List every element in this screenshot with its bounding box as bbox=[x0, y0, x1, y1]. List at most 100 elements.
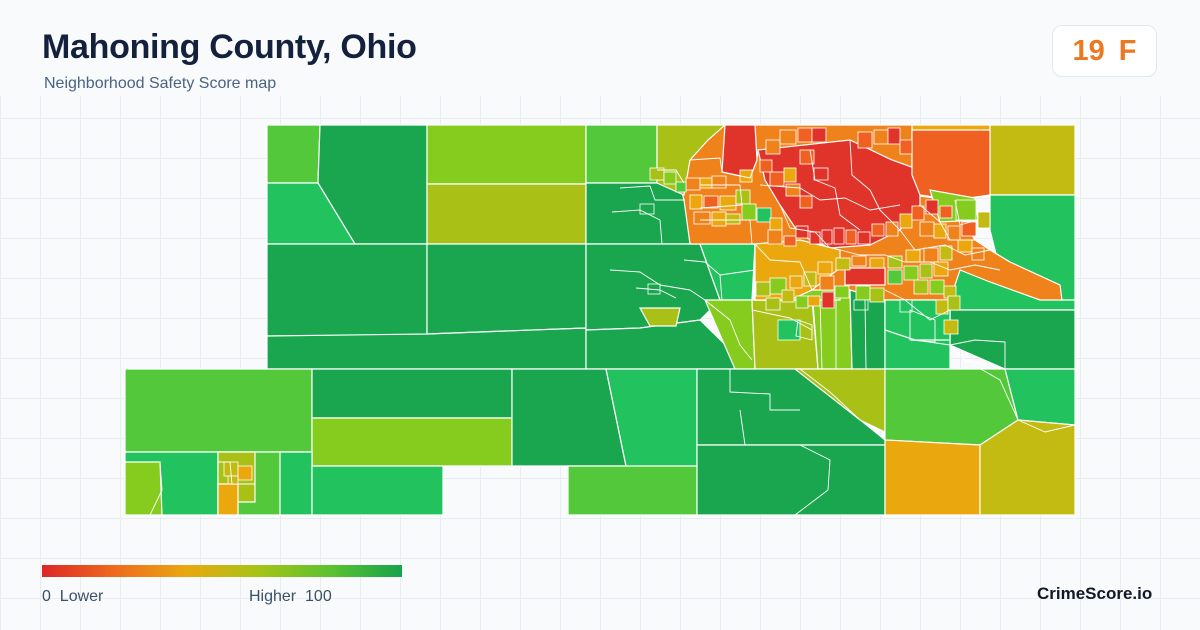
urban-tract-58[interactable] bbox=[947, 295, 961, 311]
region-se-c[interactable] bbox=[884, 439, 981, 516]
urban-tract-63[interactable] bbox=[765, 297, 781, 311]
urban-tract-31[interactable] bbox=[961, 221, 977, 237]
urban-tract-52[interactable] bbox=[919, 263, 933, 279]
urban-tract-1[interactable] bbox=[699, 177, 713, 189]
urban-tract-16[interactable] bbox=[809, 231, 821, 245]
urban-tract-69[interactable] bbox=[813, 167, 829, 181]
urban-tract-51[interactable] bbox=[903, 265, 919, 281]
urban-tract-89[interactable] bbox=[943, 319, 959, 335]
urban-tract-2[interactable] bbox=[711, 175, 727, 189]
urban-tract-33[interactable] bbox=[957, 239, 973, 253]
region-n-c[interactable] bbox=[585, 124, 658, 184]
urban-tract-77[interactable] bbox=[899, 139, 913, 155]
region-se-d[interactable] bbox=[979, 419, 1076, 516]
urban-tract-82[interactable] bbox=[799, 195, 813, 209]
region-sw-b[interactable] bbox=[124, 461, 163, 516]
urban-tract-79[interactable] bbox=[769, 171, 785, 187]
region-n-a[interactable] bbox=[426, 124, 587, 185]
urban-tract-38[interactable] bbox=[887, 255, 903, 269]
urban-tract-43[interactable] bbox=[803, 271, 817, 287]
urban-tract-91[interactable] bbox=[237, 465, 253, 481]
urban-tract-61[interactable] bbox=[755, 281, 771, 297]
urban-tract-72[interactable] bbox=[797, 127, 813, 143]
urban-tract-9[interactable] bbox=[725, 213, 741, 225]
urban-tract-27[interactable] bbox=[955, 199, 977, 221]
urban-tract-0[interactable] bbox=[685, 177, 701, 191]
urban-tract-28[interactable] bbox=[919, 221, 935, 237]
region-ne-b[interactable] bbox=[989, 124, 1076, 196]
urban-tract-50[interactable] bbox=[887, 269, 903, 285]
region-sw-e[interactable] bbox=[311, 465, 444, 516]
urban-tract-10[interactable] bbox=[741, 203, 757, 221]
urban-tract-66[interactable] bbox=[777, 319, 801, 341]
urban-tract-74[interactable] bbox=[857, 131, 873, 149]
region-sw-town-2[interactable] bbox=[217, 483, 239, 516]
urban-tract-55[interactable] bbox=[929, 279, 945, 295]
urban-tract-39[interactable] bbox=[869, 257, 885, 269]
urban-tract-7[interactable] bbox=[693, 211, 711, 225]
region-se-b[interactable] bbox=[696, 444, 886, 516]
region-w-b[interactable] bbox=[426, 243, 587, 335]
region-s-a[interactable] bbox=[124, 368, 313, 453]
region-s-b[interactable] bbox=[311, 368, 513, 419]
urban-tract-12[interactable] bbox=[769, 217, 783, 231]
urban-tract-17[interactable] bbox=[821, 229, 833, 245]
urban-tract-92[interactable] bbox=[227, 475, 239, 485]
urban-tract-62[interactable] bbox=[781, 289, 795, 303]
urban-tract-80[interactable] bbox=[783, 167, 797, 183]
urban-tract-20[interactable] bbox=[857, 231, 871, 245]
urban-tract-64[interactable] bbox=[795, 295, 809, 309]
urban-tract-32[interactable] bbox=[977, 211, 991, 229]
urban-tract-29[interactable] bbox=[933, 223, 947, 239]
urban-tract-23[interactable] bbox=[899, 213, 913, 229]
urban-tract-78[interactable] bbox=[759, 159, 773, 173]
urban-tract-87[interactable] bbox=[639, 203, 655, 215]
urban-tract-46[interactable] bbox=[834, 285, 850, 299]
region-nw-a[interactable] bbox=[266, 124, 321, 184]
urban-tract-26[interactable] bbox=[939, 205, 953, 219]
urban-tract-49[interactable] bbox=[869, 287, 885, 303]
region-core-orange-red[interactable] bbox=[911, 129, 991, 201]
urban-tract-85[interactable] bbox=[663, 171, 677, 185]
urban-tract-75[interactable] bbox=[873, 129, 889, 145]
urban-tract-14[interactable] bbox=[783, 235, 797, 247]
region-c-a[interactable] bbox=[585, 182, 691, 245]
urban-tract-24[interactable] bbox=[911, 205, 925, 221]
urban-tract-34[interactable] bbox=[971, 247, 985, 261]
region-w-a[interactable] bbox=[266, 243, 428, 337]
urban-tract-47[interactable] bbox=[821, 291, 835, 309]
urban-tract-67[interactable] bbox=[853, 299, 869, 311]
urban-tract-11[interactable] bbox=[756, 207, 772, 223]
urban-tract-36[interactable] bbox=[923, 247, 939, 263]
urban-tract-70[interactable] bbox=[765, 139, 781, 155]
urban-tract-5[interactable] bbox=[719, 195, 737, 211]
urban-tract-4[interactable] bbox=[703, 195, 719, 209]
urban-tract-22[interactable] bbox=[885, 221, 899, 237]
urban-tract-42[interactable] bbox=[817, 261, 833, 275]
region-se-a[interactable] bbox=[567, 465, 698, 516]
urban-tract-41[interactable] bbox=[835, 257, 851, 271]
region-core-red-3[interactable] bbox=[844, 267, 886, 286]
urban-tract-30[interactable] bbox=[947, 225, 961, 241]
urban-tract-40[interactable] bbox=[851, 255, 867, 267]
urban-tract-54[interactable] bbox=[913, 279, 929, 295]
urban-tract-73[interactable] bbox=[811, 127, 827, 143]
region-sw-d[interactable] bbox=[279, 451, 313, 516]
brand-logo-text[interactable]: CrimeScore.io bbox=[1037, 584, 1153, 603]
urban-tract-13[interactable] bbox=[767, 229, 783, 245]
urban-tract-18[interactable] bbox=[833, 227, 845, 245]
urban-tract-3[interactable] bbox=[689, 194, 703, 210]
urban-tract-25[interactable] bbox=[925, 199, 939, 215]
urban-tract-81[interactable] bbox=[785, 183, 801, 197]
region-c-d[interactable] bbox=[638, 307, 681, 327]
urban-tract-6[interactable] bbox=[735, 189, 751, 205]
region-e-b[interactable] bbox=[949, 309, 1076, 370]
urban-tract-86[interactable] bbox=[675, 181, 687, 193]
urban-tract-65[interactable] bbox=[807, 295, 821, 307]
urban-tract-8[interactable] bbox=[711, 211, 727, 227]
urban-tract-71[interactable] bbox=[779, 129, 797, 145]
region-n-b[interactable] bbox=[426, 183, 587, 245]
region-core-red-2[interactable] bbox=[757, 139, 921, 249]
urban-tract-44[interactable] bbox=[789, 275, 803, 289]
